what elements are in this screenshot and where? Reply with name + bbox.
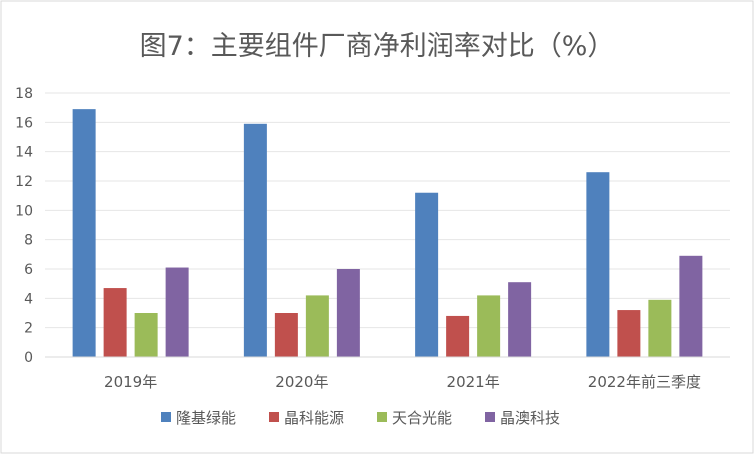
legend-swatch: [161, 412, 171, 422]
gridlines: [45, 92, 730, 329]
y-tick-label: 12: [15, 174, 33, 190]
bar: [446, 315, 470, 357]
y-tick-label: 14: [15, 145, 33, 161]
y-tick-label: 18: [15, 86, 33, 102]
bar: [134, 313, 158, 357]
bar: [243, 123, 267, 357]
bar: [415, 192, 439, 357]
x-tick-label: 2022年前三季度: [588, 373, 701, 391]
bars: [72, 109, 703, 357]
y-tick-label: 8: [24, 233, 33, 249]
y-tick-label: 16: [15, 115, 33, 131]
bar: [477, 295, 501, 357]
legend-swatch: [377, 412, 387, 422]
y-tick-label: 2: [24, 321, 33, 337]
bar: [72, 109, 96, 357]
y-tick-label: 0: [24, 350, 33, 366]
legend: 隆基绿能 晶科能源 天合光能 晶澳科技: [161, 409, 560, 427]
y-tick-label: 10: [15, 203, 33, 219]
bar: [103, 288, 127, 357]
bar: [679, 255, 703, 357]
x-tick-label: 2020年: [275, 373, 328, 391]
bar: [508, 282, 532, 357]
legend-label: 天合光能: [392, 409, 452, 427]
chart-title: 图7：主要组件厂商净利润率对比（%）: [140, 31, 615, 62]
x-tick-label: 2019年: [104, 373, 157, 391]
bar: [165, 267, 189, 357]
y-tick-label: 6: [24, 262, 33, 278]
legend-swatch: [485, 412, 495, 422]
legend-label: 隆基绿能: [176, 409, 236, 427]
bar: [586, 172, 610, 357]
x-axis-ticks: 2019年 2020年 2021年 2022年前三季度: [104, 373, 701, 391]
legend-label: 晶科能源: [284, 409, 344, 427]
legend-label: 晶澳科技: [500, 409, 560, 427]
x-tick-label: 2021年: [447, 373, 500, 391]
y-tick-label: 4: [24, 291, 33, 307]
legend-swatch: [269, 412, 279, 422]
bar: [274, 313, 298, 357]
bar: [305, 295, 329, 357]
bar: [648, 299, 672, 357]
bar: [617, 310, 641, 357]
bar: [336, 269, 360, 357]
y-axis-ticks: 0 2 4 6 8 10 12 14 16 18: [15, 86, 33, 366]
